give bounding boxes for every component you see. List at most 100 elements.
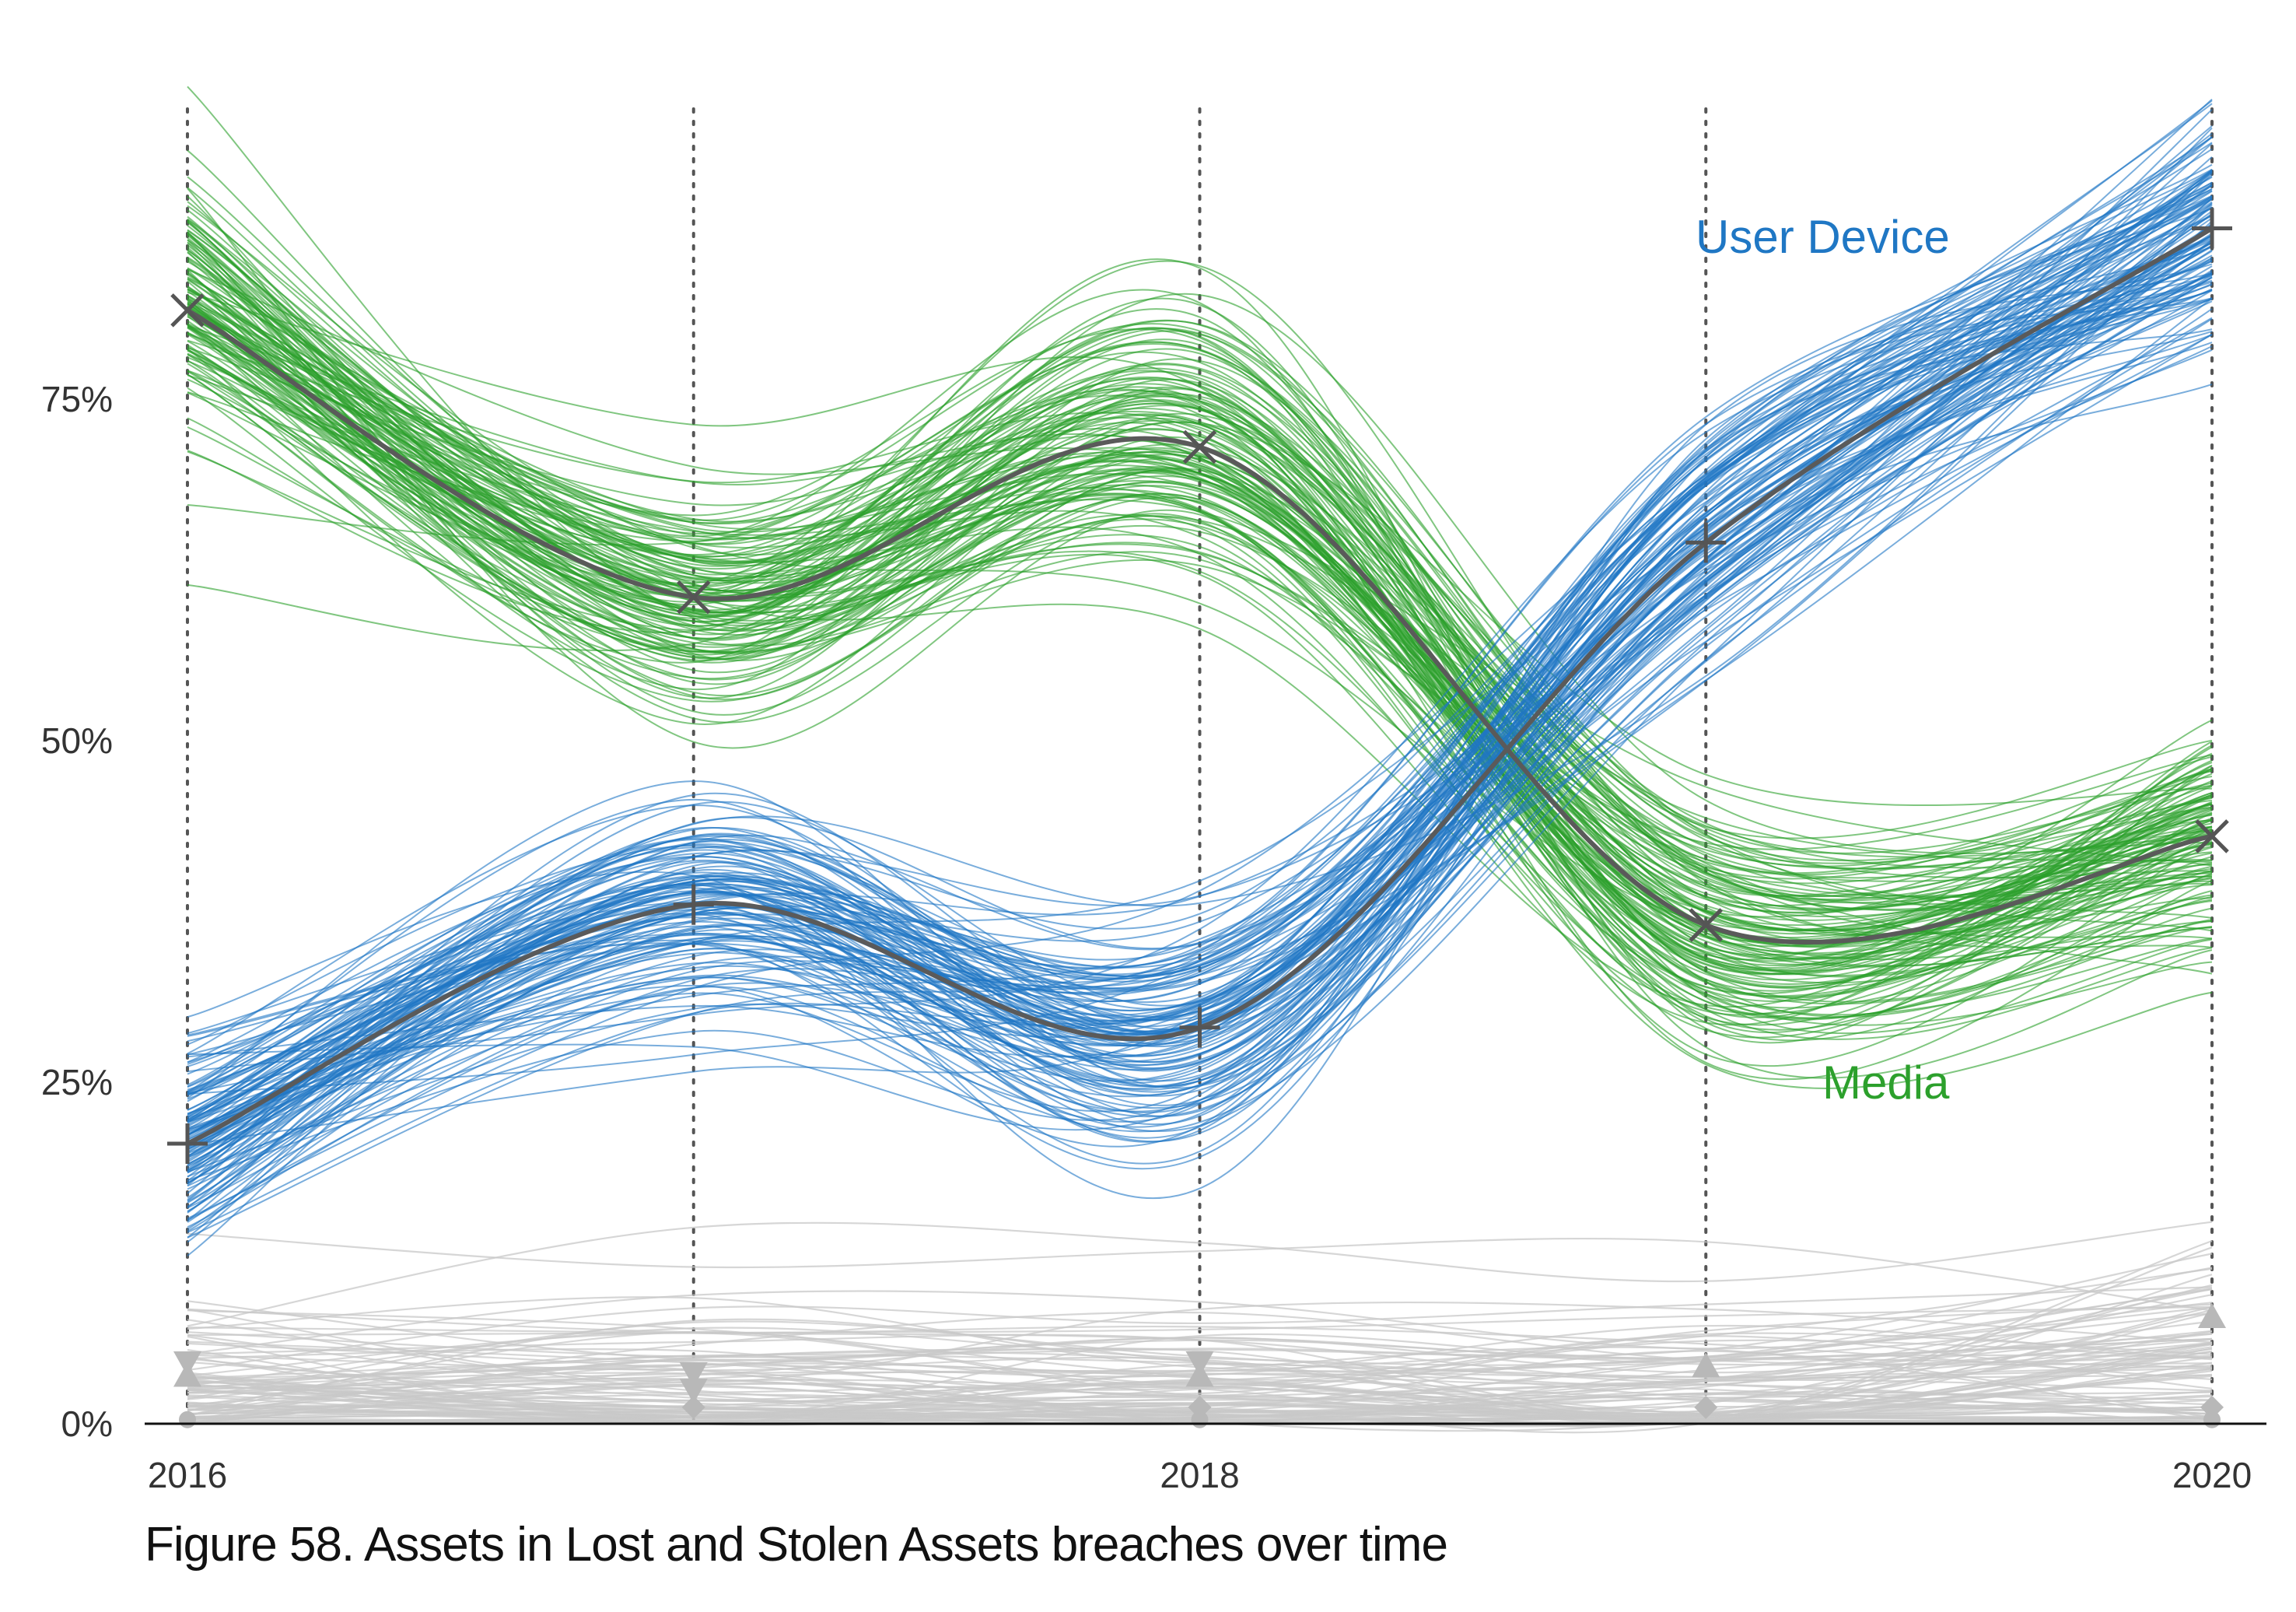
user-device-sample-line (187, 190, 2213, 1102)
user-device-sample-line (187, 239, 2213, 1064)
user-device-point-2020 (2192, 208, 2232, 249)
media-point-2018 (1182, 429, 1217, 464)
media-sample-line (187, 391, 2213, 1025)
media-sample-line (187, 353, 2213, 999)
user-device-sample-line (187, 317, 2213, 1134)
user-device-sample-line (187, 198, 2213, 1058)
media-point-2019 (1689, 908, 1724, 942)
user-device-sample-line (187, 259, 2213, 1056)
media-sample-line (187, 218, 2213, 995)
user-device-sample-line (187, 297, 2213, 1200)
other-series-line (187, 1332, 2213, 1424)
other-series-marker-diamond (681, 1395, 705, 1419)
media-sample-line (187, 286, 2213, 955)
labels-layer: User Device Media (1696, 211, 1950, 1109)
media-sample-line (187, 296, 2213, 956)
other-series-marker-triangle-up (1185, 1361, 1214, 1387)
media-sample-line (187, 326, 2213, 975)
user-device-label: User Device (1696, 211, 1950, 263)
user-device-sample-line (187, 245, 2213, 1151)
media-point-2017 (676, 580, 711, 615)
user-device-sample-line (187, 240, 2213, 1212)
user-device-sample-line (187, 234, 2213, 1126)
user-device-point-2017 (673, 884, 714, 925)
media-label: Media (1822, 1057, 1950, 1109)
axis-layer: 0% 25% 50% 75% 2016 2018 2020 (41, 379, 2266, 1495)
other-series-marker-circle (2203, 1410, 2221, 1428)
media-sample-line (187, 286, 2213, 1039)
other-series-marker-triangle-down (679, 1379, 708, 1404)
media-sample-line (187, 201, 2213, 1008)
user-device-sample-line (187, 298, 2213, 1093)
media-sample-line (187, 298, 2213, 919)
user-device-point-2016 (167, 1123, 208, 1165)
media-sample-line (187, 352, 2213, 897)
media-sample-line (187, 231, 2213, 971)
media-sample-line (187, 319, 2213, 898)
media-sample-line (187, 376, 2213, 976)
user-device-sample-line (187, 103, 2213, 1116)
other-series-marker-circle (1191, 1410, 1209, 1428)
user-device-sample-line (187, 223, 2213, 1158)
other-series-line (187, 1240, 2213, 1428)
y-tick-label: 25% (41, 1062, 113, 1102)
media-sample-line (187, 289, 2213, 931)
user-device-sample-line (187, 173, 2213, 1228)
media-sample-line (187, 348, 2213, 976)
media-sample-line (187, 426, 2213, 882)
other-series-line (187, 1221, 2213, 1327)
user-device-point-2019 (1685, 522, 1727, 563)
media-sample-line (187, 233, 2213, 879)
user-device-point-2018 (1179, 1007, 1220, 1048)
media-point-2016 (170, 293, 205, 328)
user-device-sample-line (187, 272, 2213, 1111)
media-sample-line (187, 229, 2213, 1009)
x-tick-label: 2016 (148, 1455, 227, 1495)
markers-layer (167, 208, 2232, 1428)
user-device-sample-line (187, 274, 2213, 1239)
other-series-marker-triangle-up (173, 1361, 201, 1387)
user-device-sample-line (187, 297, 2213, 1174)
user-device-sample-line (187, 171, 2213, 1094)
user-device-sample-line (187, 176, 2213, 1174)
other-series-line (187, 1274, 2213, 1416)
x-tick-label: 2020 (2172, 1455, 2252, 1495)
media-sample-line (187, 225, 2213, 968)
y-tick-label: 75% (41, 379, 113, 419)
media-sample-line (187, 258, 2213, 941)
user-device-sample-line (187, 272, 2213, 1143)
media-sample-line (187, 249, 2213, 864)
user-device-sample-line (187, 237, 2213, 1123)
other-series-marker-triangle-up (2198, 1303, 2226, 1329)
other-series-marker-diamond (1694, 1395, 1718, 1419)
other-series-line (187, 1305, 2213, 1337)
other-series-marker-triangle-down (679, 1362, 708, 1388)
other-series-line (187, 1286, 2213, 1371)
other-series-line (187, 1331, 2213, 1361)
user-device-sample-line (187, 224, 2213, 1099)
media-sample-line (187, 237, 2213, 978)
y-tick-label: 0% (61, 1403, 113, 1444)
user-device-sample-line (187, 282, 2213, 1119)
user-device-uncertainty-lines (187, 98, 2213, 1256)
media-sample-line (187, 272, 2213, 931)
other-series-marker-triangle-up (1692, 1352, 1720, 1378)
media-sample-line (187, 326, 2213, 990)
user-device-sample-line (187, 271, 2213, 1136)
media-point-2020 (2195, 819, 2229, 853)
media-sample-line (187, 331, 2213, 918)
user-device-sample-line (187, 239, 2213, 1153)
user-device-sample-line (187, 317, 2213, 1232)
y-tick-label: 50% (41, 720, 113, 761)
user-device-sample-line (187, 235, 2213, 1123)
user-device-sample-line (187, 257, 2213, 1088)
user-device-sample-line (187, 204, 2213, 1158)
user-device-sample-line (187, 187, 2213, 1123)
user-device-sample-line (187, 135, 2213, 1043)
user-device-sample-line (187, 333, 2213, 1095)
user-device-sample-line (187, 220, 2213, 1190)
user-device-sample-line (187, 334, 2213, 1095)
media-sample-line (187, 328, 2213, 932)
